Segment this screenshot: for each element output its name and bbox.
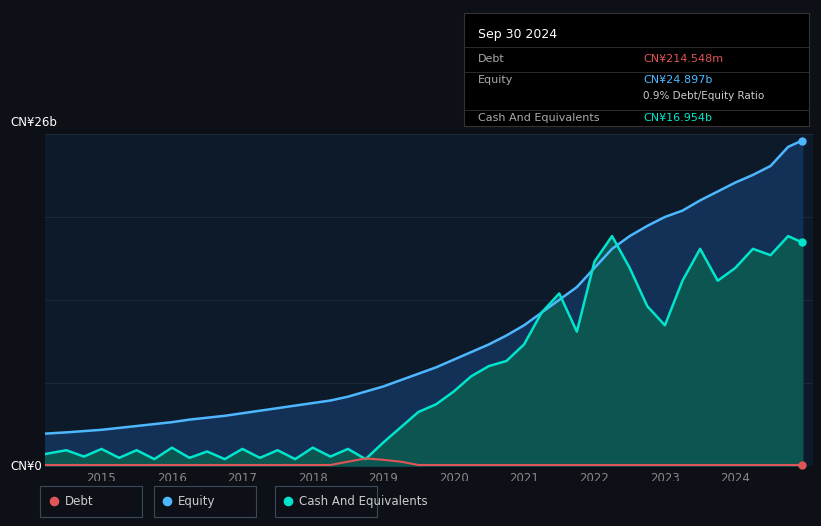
Text: Equity: Equity	[478, 75, 513, 85]
Text: CN¥214.548m: CN¥214.548m	[643, 54, 723, 64]
Text: Cash And Equivalents: Cash And Equivalents	[299, 494, 428, 508]
Text: Cash And Equivalents: Cash And Equivalents	[478, 113, 599, 123]
Text: Sep 30 2024: Sep 30 2024	[478, 28, 557, 41]
Text: Equity: Equity	[178, 494, 215, 508]
Text: 0.9% Debt/Equity Ratio: 0.9% Debt/Equity Ratio	[643, 90, 764, 100]
Text: CN¥16.954b: CN¥16.954b	[643, 113, 712, 123]
Point	[796, 238, 809, 247]
Text: CN¥26b: CN¥26b	[11, 116, 57, 129]
Text: CN¥24.897b: CN¥24.897b	[643, 75, 713, 85]
Point	[282, 497, 295, 505]
Text: Debt: Debt	[65, 494, 94, 508]
Point	[796, 461, 809, 469]
Text: Debt: Debt	[478, 54, 504, 64]
Text: CN¥0: CN¥0	[11, 460, 43, 473]
Point	[161, 497, 174, 505]
Point	[48, 497, 61, 505]
Point	[796, 136, 809, 145]
